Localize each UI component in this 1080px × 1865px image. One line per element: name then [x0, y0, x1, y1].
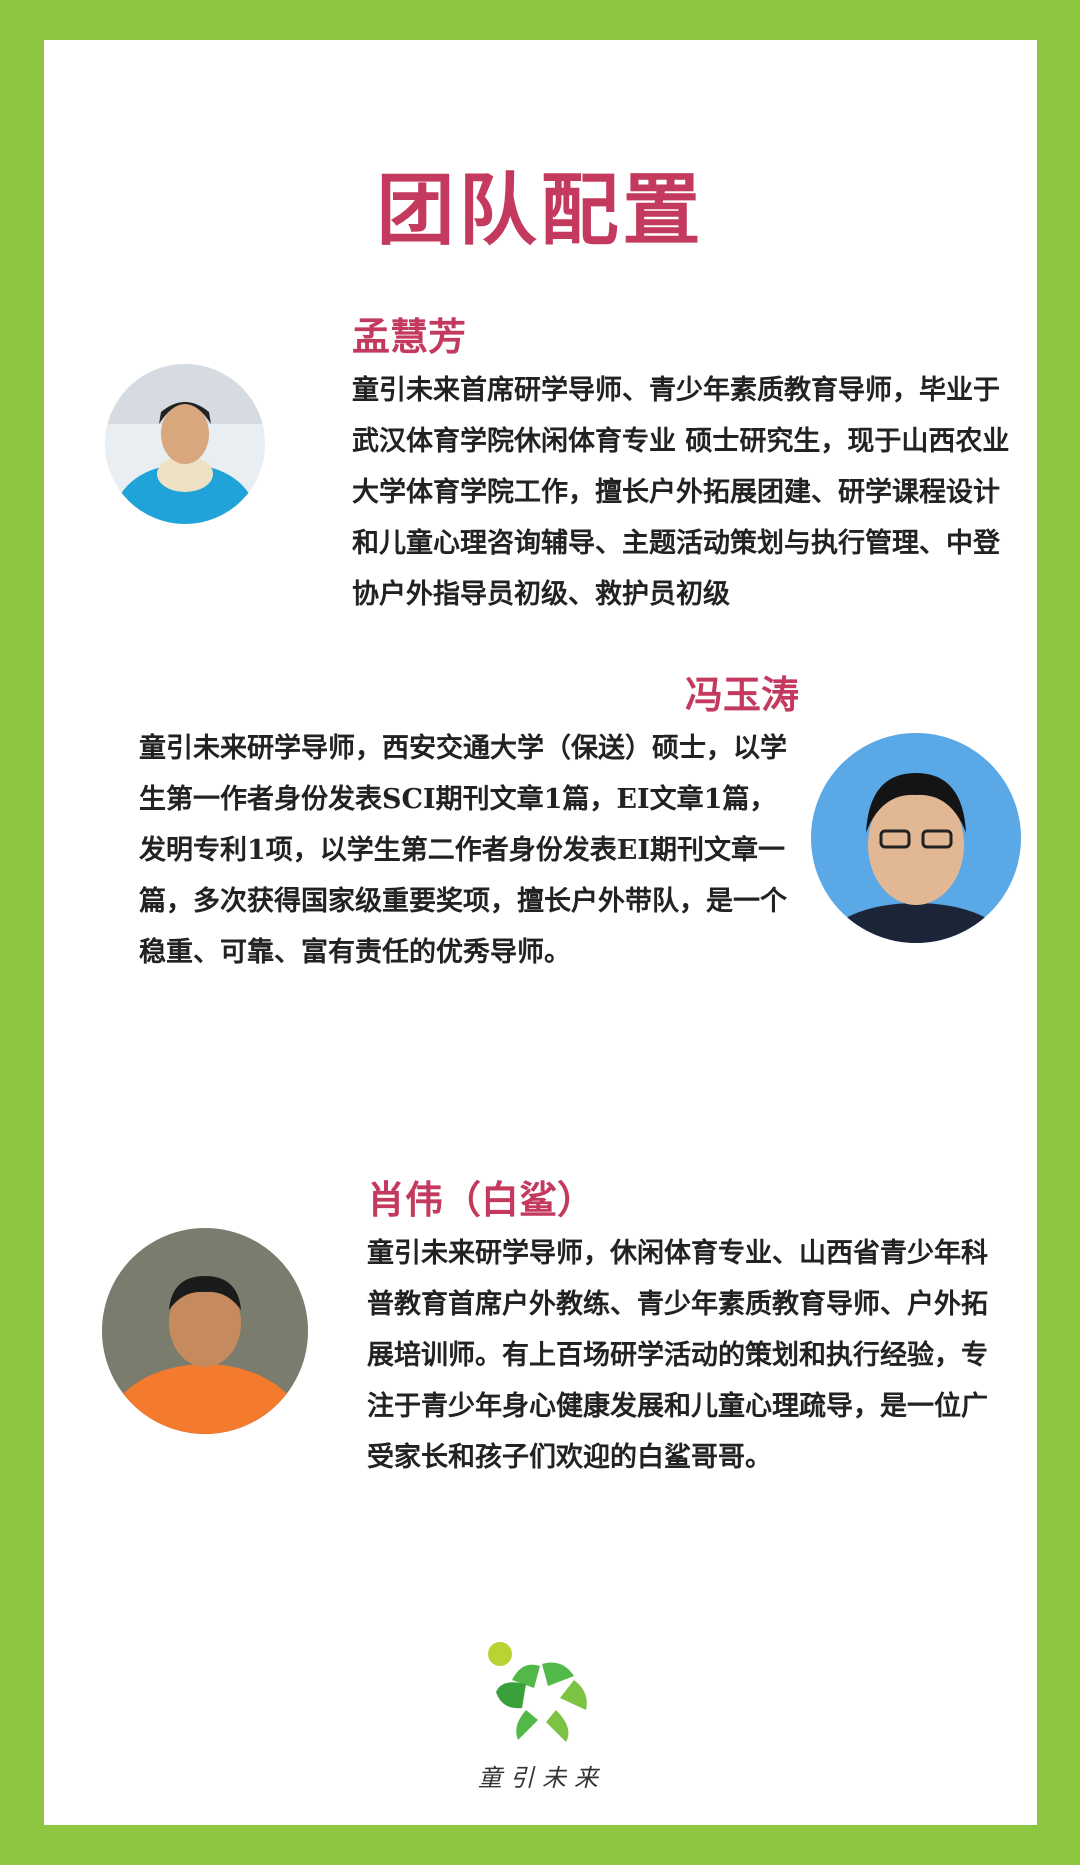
member-meng: 孟慧芳 童引未来首席研学导师、青少年素质教育导师，毕业于武汉体育学院休闲体育专业…: [352, 306, 1012, 620]
member-xiao: 肖伟（白鲨） 童引未来研学导师，休闲体育专业、山西省青少年科普教育首席户外教练、…: [367, 1169, 997, 1483]
member-bio: 童引未来研学导师，西安交通大学（保送）硕士，以学生第一作者身份发表SCI期刊文章…: [139, 733, 787, 968]
member-photo-xiao: [102, 1228, 308, 1434]
content-card: 团队配置 孟慧芳 童引未来首席研学导师、青少年素质教育导师，毕业于武汉体育学院休…: [44, 40, 1037, 1825]
member-bio: 童引未来首席研学导师、青少年素质教育导师，毕业于武汉体育学院休闲体育专业 硕士研…: [352, 375, 1010, 610]
member-name: 肖伟（白鲨）: [367, 1177, 596, 1222]
brand-logo: 童引未来: [477, 1640, 607, 1800]
logo-text: 童引未来: [478, 1764, 606, 1792]
member-bio: 童引未来研学导师，休闲体育专业、山西省青少年科普教育首席户外教练、青少年素质教育…: [367, 1238, 988, 1473]
member-photo-feng: [811, 733, 1021, 943]
tree-logo-icon: [488, 1642, 587, 1750]
member-photo-meng: [105, 364, 265, 524]
member-name: 冯玉涛: [684, 672, 799, 717]
member-name: 孟慧芳: [352, 314, 467, 359]
page-title: 团队配置: [376, 165, 705, 256]
member-feng: 冯玉涛 童引未来研学导师，西安交通大学（保送）硕士，以学生第一作者身份发表SCI…: [139, 664, 799, 978]
